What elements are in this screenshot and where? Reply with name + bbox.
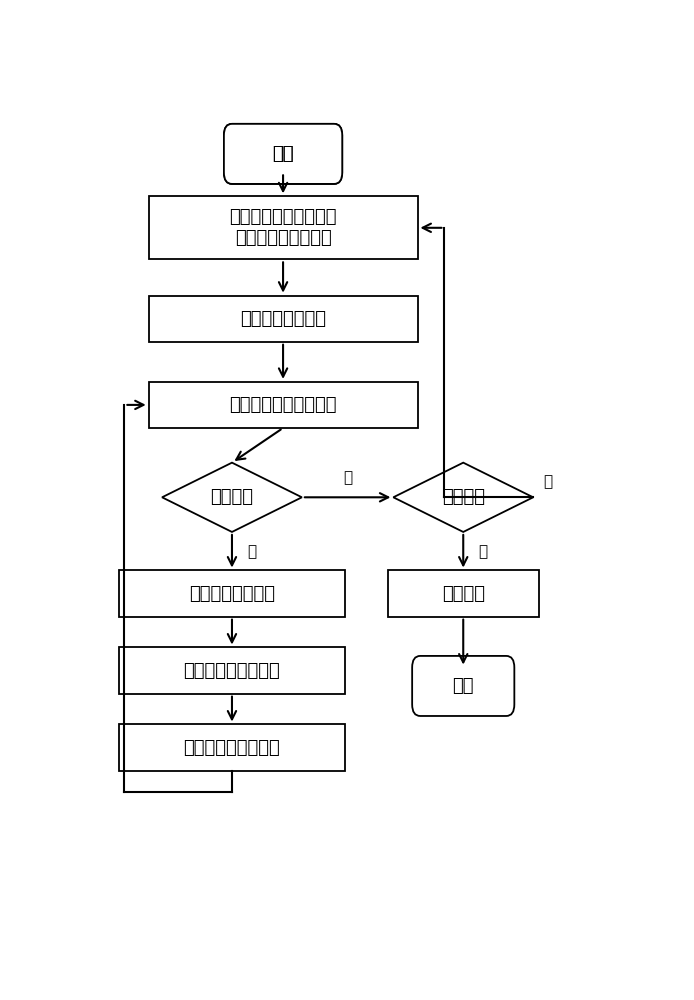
- Text: 否: 否: [343, 471, 352, 486]
- Polygon shape: [162, 463, 302, 532]
- Bar: [119, 724, 345, 771]
- Bar: [388, 570, 539, 617]
- Bar: [119, 570, 345, 617]
- Text: 开始: 开始: [272, 145, 294, 163]
- FancyBboxPatch shape: [412, 656, 514, 716]
- Text: 数据存储: 数据存储: [442, 585, 484, 603]
- Text: 调节步进电机转速: 调节步进电机转速: [240, 310, 326, 328]
- Text: 是: 是: [478, 544, 487, 559]
- Text: 阻尼器线圈电流输出: 阻尼器线圈电流输出: [184, 662, 280, 680]
- Text: 开始: 开始: [452, 677, 474, 695]
- Bar: [149, 296, 418, 342]
- FancyBboxPatch shape: [224, 124, 342, 184]
- Text: 磁流变阻尼力矩输出: 磁流变阻尼力矩输出: [184, 739, 280, 757]
- Text: 调节质量块位置，进行
转动惯量与基频匹配: 调节质量块位置，进行 转动惯量与基频匹配: [229, 208, 337, 247]
- Text: 振动及其干扰信号测量: 振动及其干扰信号测量: [229, 396, 337, 414]
- Text: 是: 是: [247, 544, 256, 559]
- Text: 控制结束: 控制结束: [442, 488, 484, 506]
- FancyBboxPatch shape: [224, 124, 342, 184]
- Text: 否: 否: [543, 474, 552, 489]
- Bar: [149, 196, 418, 259]
- Text: 振动控制: 振动控制: [210, 488, 253, 506]
- Text: 阻尼力矩需求运算: 阻尼力矩需求运算: [189, 585, 275, 603]
- Text: 开始: 开始: [272, 145, 294, 163]
- Polygon shape: [393, 463, 533, 532]
- Bar: [149, 382, 418, 428]
- Bar: [119, 647, 345, 694]
